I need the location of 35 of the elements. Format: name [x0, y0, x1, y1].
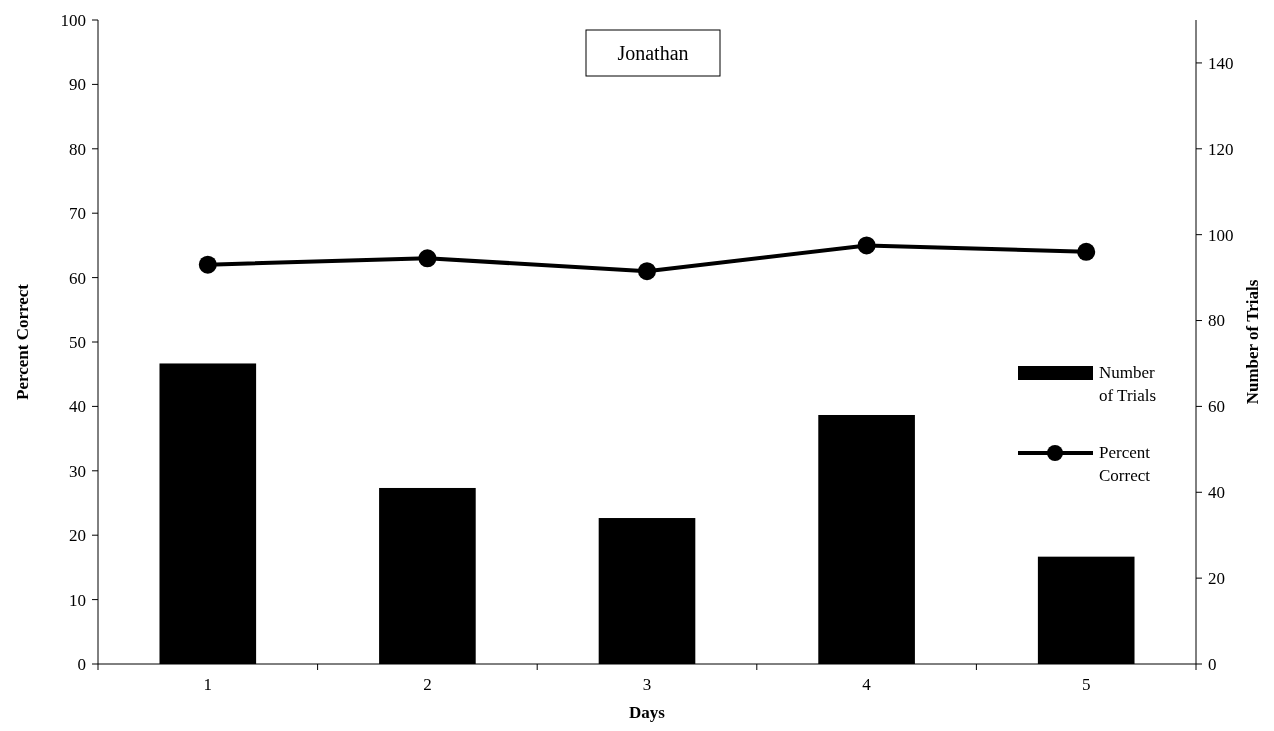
x-tick-label: 5 — [1081, 675, 1091, 694]
y-tick-label: 90 — [69, 75, 86, 95]
legend-label: Number of Trials — [1099, 363, 1157, 405]
x-tick-label: 2 — [423, 675, 432, 694]
legend-label: Percent Correct — [1099, 443, 1151, 485]
x-tick-label: 4 — [862, 675, 872, 694]
y-tick-label: 0 — [77, 654, 86, 674]
point — [857, 236, 876, 255]
y2-tick-label: 0 — [1208, 654, 1217, 674]
y-tick-label: 40 — [69, 397, 86, 417]
y-tick-label: 60 — [69, 268, 86, 288]
x-tick-label: 3 — [642, 675, 652, 694]
y-axis-title: Percent Correct — [13, 283, 32, 400]
y-tick-label: 100 — [60, 10, 86, 30]
y2-tick-label: 120 — [1208, 139, 1234, 159]
point — [198, 255, 217, 274]
y-tick-label: 80 — [69, 139, 86, 159]
y2-tick-label: 20 — [1208, 569, 1225, 589]
y-tick-label: 70 — [69, 204, 86, 224]
point — [1077, 242, 1096, 261]
y2-axis-title: Number of Trials — [1243, 279, 1262, 405]
y2-tick-label: 40 — [1208, 483, 1225, 503]
y-tick-label: 30 — [69, 461, 86, 481]
y-tick-label: 50 — [69, 332, 86, 352]
y-tick-label: 10 — [69, 590, 86, 610]
y-tick-label: 20 — [69, 526, 86, 546]
y2-tick-label: 60 — [1208, 397, 1225, 417]
y2-tick-label: 100 — [1208, 225, 1234, 245]
y2-tick-label: 140 — [1208, 53, 1234, 73]
y2-tick-label: 80 — [1208, 311, 1225, 331]
x-axis-title: Days — [629, 703, 666, 722]
text: Jonathan — [617, 42, 689, 64]
point — [418, 249, 437, 268]
point — [638, 262, 656, 281]
x-tick-label: 1 — [203, 675, 213, 694]
